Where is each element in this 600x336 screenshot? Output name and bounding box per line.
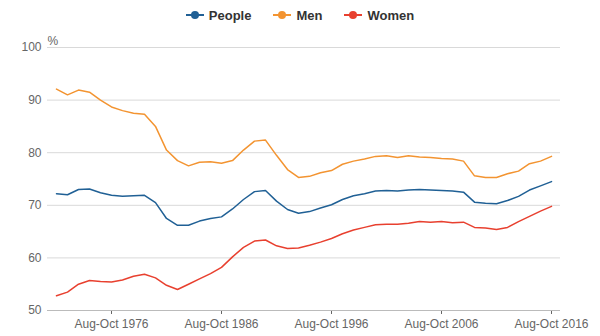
html-text:Women: Women bbox=[367, 7, 415, 23]
html-text:People: People bbox=[208, 7, 252, 23]
svg-text:Aug-Oct 1986: Aug-Oct 1986 bbox=[184, 317, 258, 331]
html-text:Men: Men bbox=[296, 7, 323, 23]
svg-text:80: 80 bbox=[28, 146, 42, 160]
svg-text:90: 90 bbox=[28, 93, 42, 107]
svg-text:70: 70 bbox=[28, 198, 42, 212]
svg-text:Aug-Oct 2016: Aug-Oct 2016 bbox=[514, 317, 588, 331]
svg-text:60: 60 bbox=[28, 251, 42, 265]
svg-text:100: 100 bbox=[21, 40, 41, 54]
svg-text:Aug-Oct 1996: Aug-Oct 1996 bbox=[294, 317, 368, 331]
svg-text:Aug-Oct 2006: Aug-Oct 2006 bbox=[404, 317, 478, 331]
svg-text:50: 50 bbox=[28, 303, 42, 317]
svg-text:%: % bbox=[48, 34, 59, 48]
svg-text:Aug-Oct 1976: Aug-Oct 1976 bbox=[74, 317, 148, 331]
